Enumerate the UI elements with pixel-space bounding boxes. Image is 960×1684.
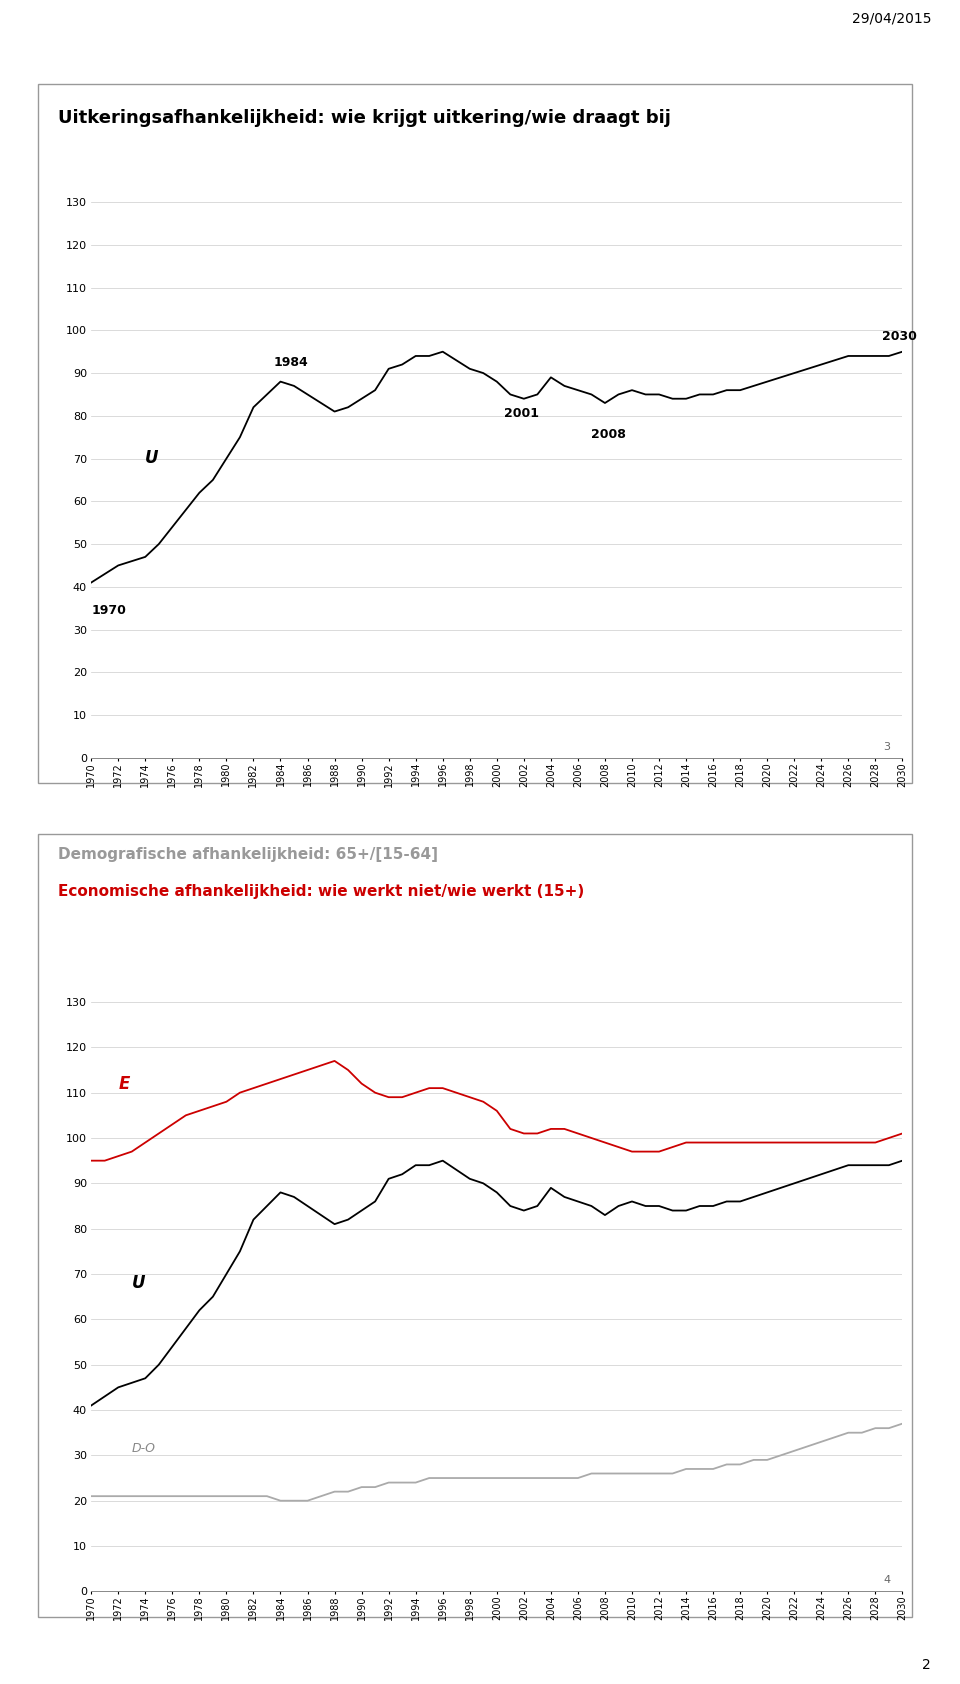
Text: 2008: 2008 [591,428,626,441]
Text: Demografische afhankelijkheid: 65+/[15-64]: Demografische afhankelijkheid: 65+/[15-6… [58,847,438,862]
Text: Uitkeringsafhankelijkheid: wie krijgt uitkering/wie draagt bij: Uitkeringsafhankelijkheid: wie krijgt ui… [58,109,670,128]
Text: Economische afhankelijkheid: wie werkt niet/wie werkt (15+): Economische afhankelijkheid: wie werkt n… [58,884,584,899]
Text: U: U [145,450,158,466]
Text: 4: 4 [883,1576,890,1586]
Text: U: U [132,1275,145,1292]
Text: 2030: 2030 [882,330,917,344]
Text: 1984: 1984 [274,355,308,369]
Text: 1970: 1970 [91,605,126,616]
Text: 2: 2 [923,1659,931,1672]
Text: 29/04/2015: 29/04/2015 [852,12,931,25]
Text: 3: 3 [883,743,890,753]
Text: D-O: D-O [132,1443,156,1455]
Text: 2001: 2001 [504,408,539,419]
Text: E: E [118,1074,130,1093]
